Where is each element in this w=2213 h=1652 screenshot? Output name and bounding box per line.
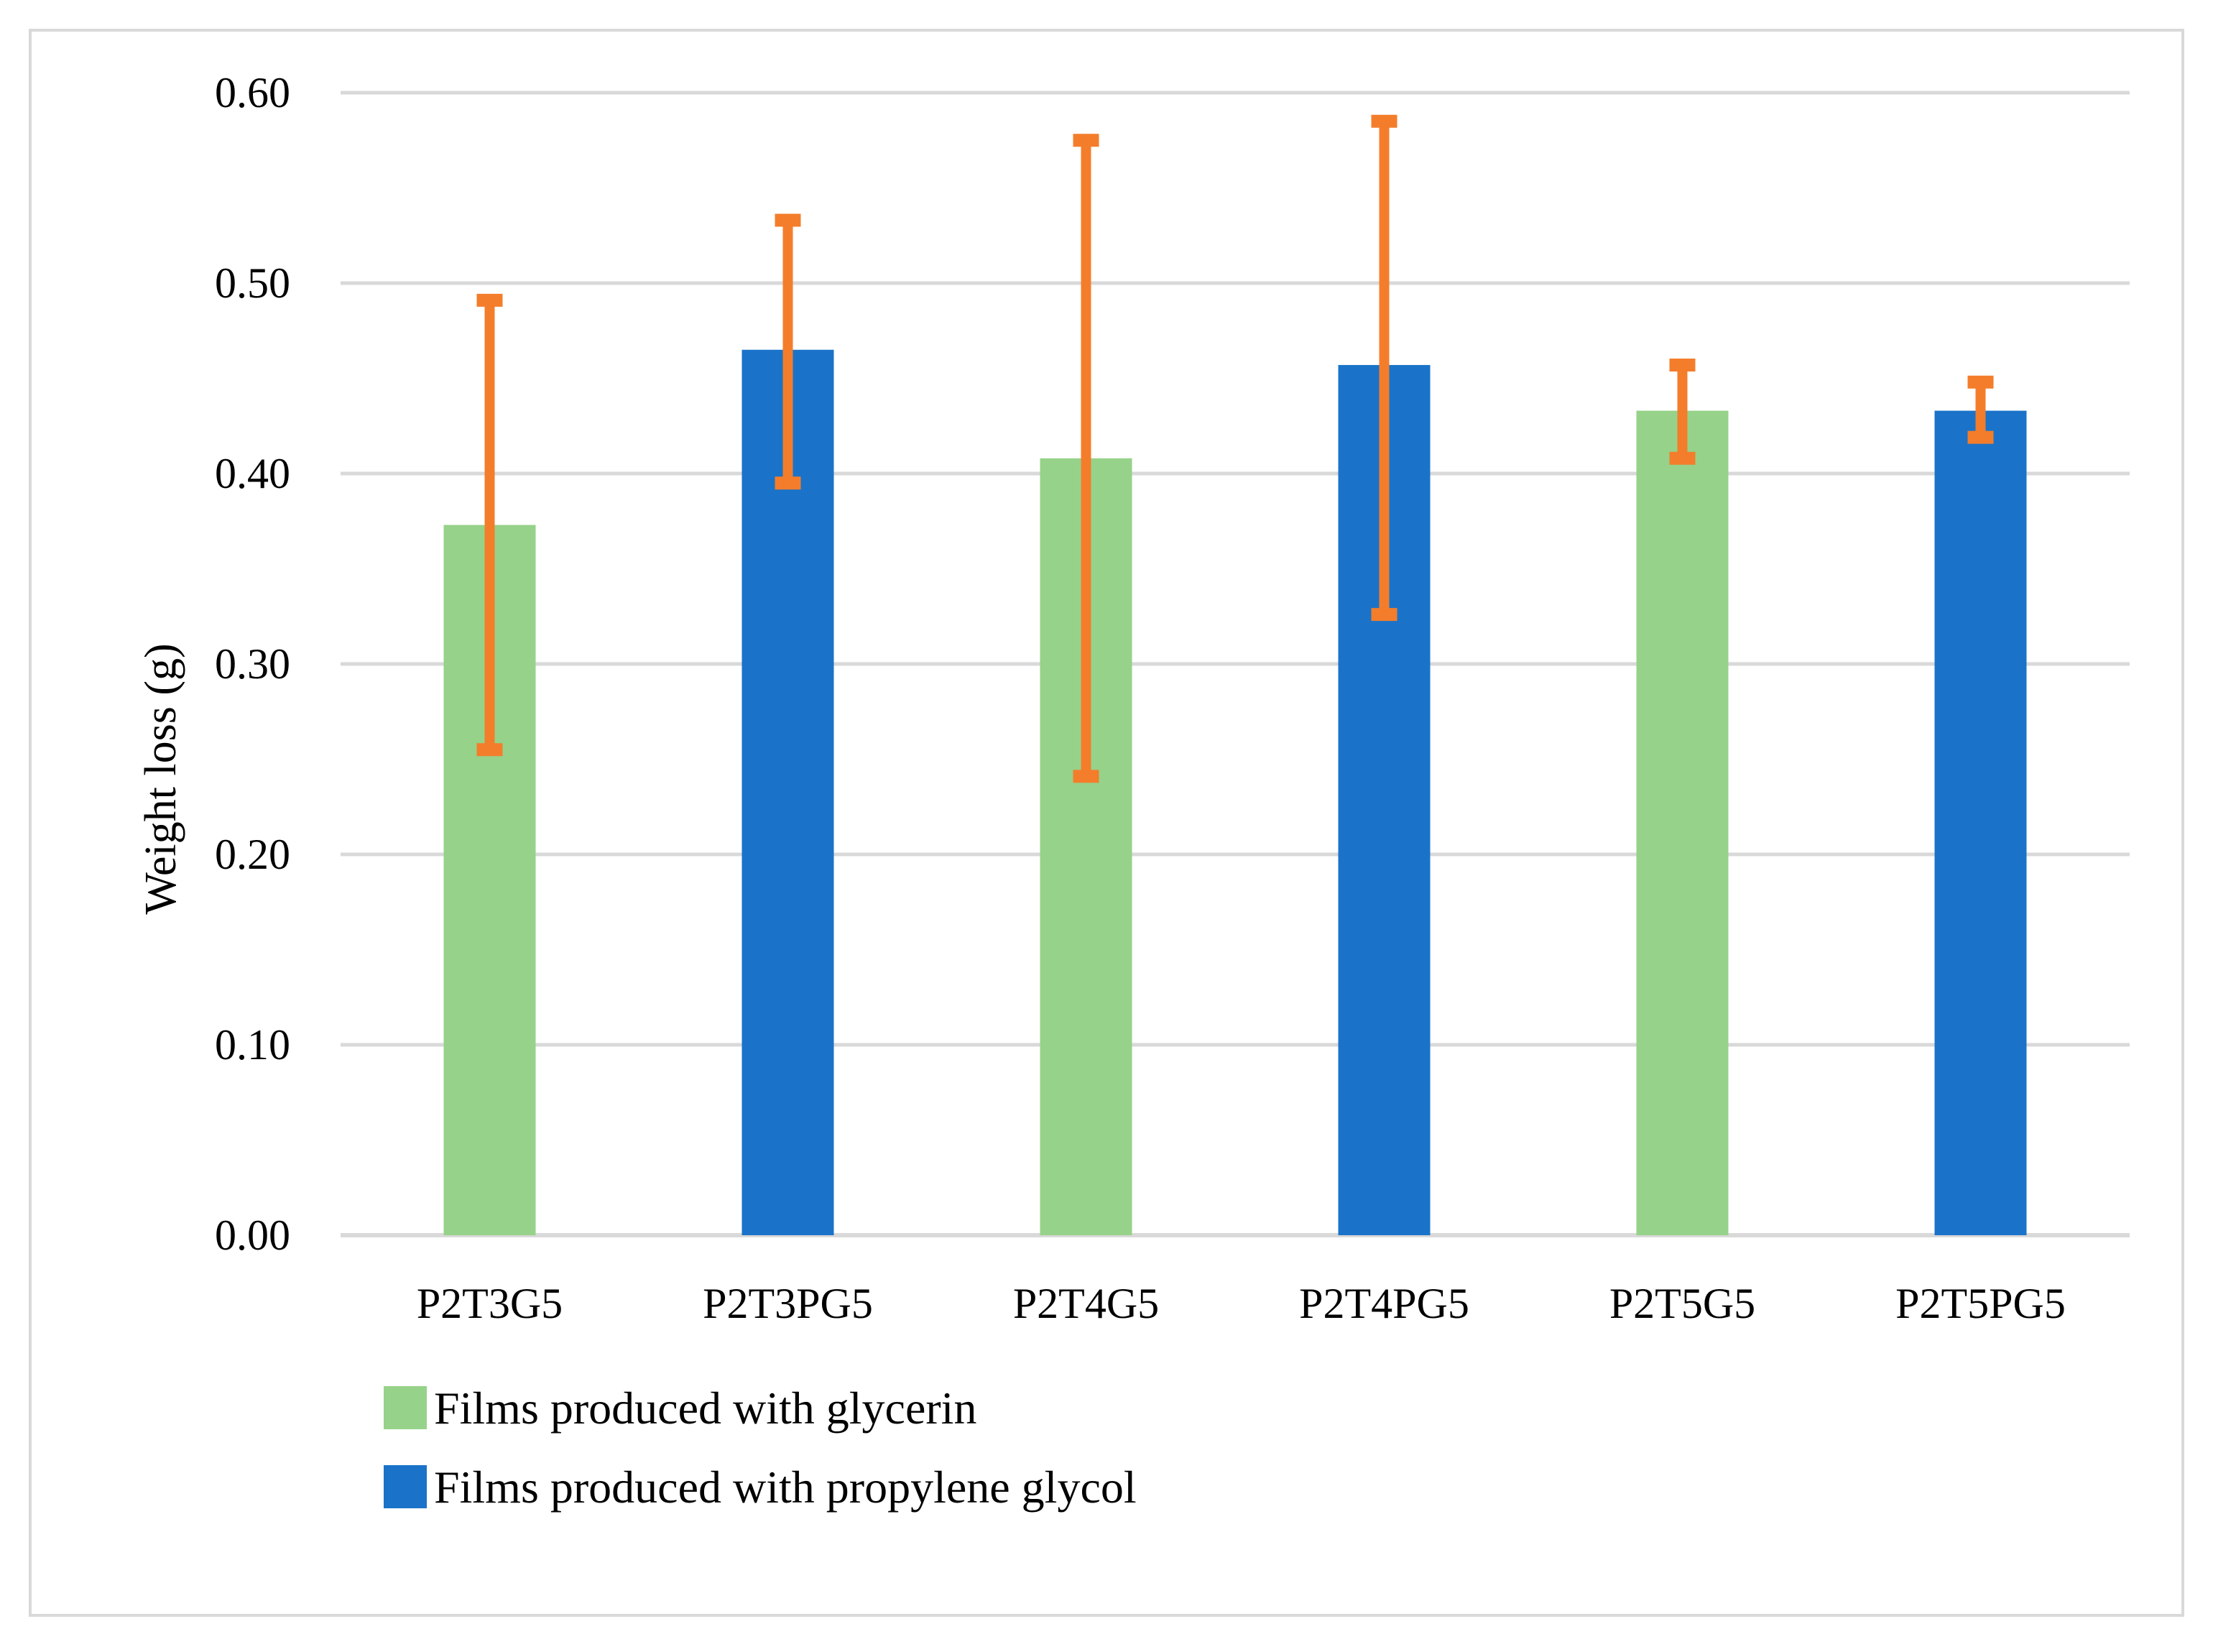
x-tick-label-p2t5pg5: P2T5PG5	[1895, 1280, 2066, 1327]
legend-label-glycerin: Films produced with glycerin	[434, 1383, 976, 1434]
x-tick-label-p2t4g5: P2T4G5	[1013, 1280, 1159, 1327]
chart-svg: 0.00 0.10 0.20 0.30 0.40 0.50 0.60 P2T3G5 P2T3P…	[137, 69, 2130, 1513]
y-tick-label: 0.50	[215, 259, 290, 307]
y-tick-label: 0.10	[215, 1021, 290, 1069]
y-tick-labels: 0.00 0.10 0.20 0.30 0.40 0.50 0.60	[215, 69, 290, 1259]
bar-layer	[443, 349, 2027, 1236]
grid-layer	[341, 91, 2130, 1237]
legend-swatch-glycerin	[384, 1386, 427, 1429]
y-tick-label: 0.20	[215, 831, 290, 878]
bar-p2t5g5	[1636, 410, 1729, 1235]
bar-p2t5pg5	[1934, 410, 2027, 1235]
legend: Films produced with glycerin Films produc…	[384, 1383, 1137, 1513]
y-tick-label: 0.00	[215, 1212, 290, 1259]
y-axis-title: Weight loss (g)	[137, 643, 185, 914]
x-tick-label-p2t5g5: P2T5G5	[1609, 1280, 1755, 1327]
error-layer	[476, 114, 1994, 783]
y-tick-label: 0.30	[215, 640, 290, 688]
y-tick-label: 0.60	[215, 69, 290, 116]
x-tick-labels: P2T3G5 P2T3PG5 P2T4G5 P2T4PG5 P2T5G5 P2T5PG5	[417, 1280, 2066, 1327]
bar-p2t3pg5	[741, 349, 834, 1235]
x-tick-label-p2t3pg5: P2T3PG5	[703, 1280, 873, 1327]
x-tick-label-p2t4pg5: P2T4PG5	[1299, 1280, 1469, 1327]
legend-swatch-propylene	[384, 1465, 427, 1508]
y-tick-label: 0.40	[215, 450, 290, 497]
legend-label-propylene: Films produced with propylene glycol	[434, 1462, 1137, 1513]
x-tick-label-p2t3g5: P2T3G5	[417, 1280, 563, 1327]
chart-frame: 0.00 0.10 0.20 0.30 0.40 0.50 0.60 P2T3G5 P2T3P…	[29, 29, 2184, 1617]
